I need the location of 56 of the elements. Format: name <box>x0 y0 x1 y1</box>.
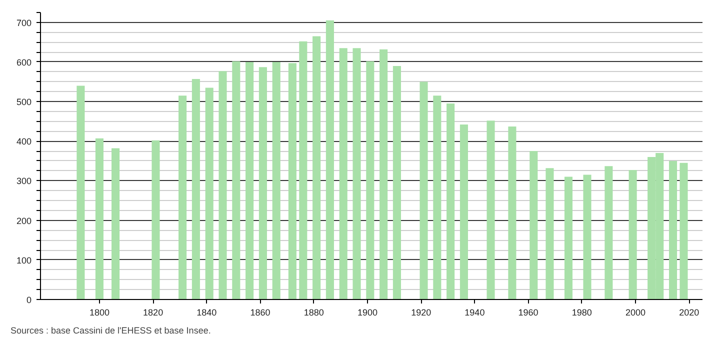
x-tick-label: 1800 <box>89 308 110 318</box>
bar <box>246 62 254 300</box>
bar <box>669 160 678 300</box>
bar <box>258 67 267 300</box>
y-tick-label: 500 <box>16 97 32 108</box>
y-tick-label: 100 <box>16 255 32 266</box>
bar <box>508 126 516 300</box>
bar <box>420 82 428 300</box>
bar <box>152 140 160 300</box>
bar <box>380 49 388 300</box>
bar <box>95 138 104 300</box>
x-tick-label: 2020 <box>679 308 700 318</box>
y-tick-label: 700 <box>16 18 32 28</box>
source-note: Sources : base Cassini de l'EHESS et base Insee. <box>10 326 211 336</box>
bar <box>486 120 495 300</box>
y-tick-label: 600 <box>16 57 32 68</box>
bar <box>366 61 374 300</box>
x-tick-label: 1920 <box>411 308 432 318</box>
bar <box>530 151 538 300</box>
bar <box>433 96 442 300</box>
x-tick-label: 1820 <box>143 308 164 318</box>
bar <box>326 20 334 300</box>
bar <box>272 62 280 300</box>
bar <box>288 63 296 300</box>
bar <box>312 36 321 300</box>
x-tick-label: 1980 <box>572 308 592 318</box>
x-tick-label: 1880 <box>304 308 324 318</box>
x-tick-label: 1940 <box>464 308 485 318</box>
x-tick-label: 1900 <box>357 308 378 318</box>
y-tick-label: 200 <box>16 216 32 226</box>
bar <box>205 88 214 300</box>
bar <box>299 41 308 300</box>
bar <box>178 96 187 300</box>
bar <box>628 170 637 300</box>
bar <box>76 86 85 300</box>
bar <box>564 176 573 300</box>
bar <box>392 66 401 300</box>
x-tick-label: 1860 <box>250 308 270 318</box>
bar <box>446 104 455 300</box>
bar <box>460 124 468 300</box>
bar <box>232 61 240 300</box>
bar <box>192 79 200 300</box>
y-tick-label: 400 <box>16 136 32 147</box>
x-tick-label: 1960 <box>518 308 538 318</box>
bar <box>218 71 227 300</box>
bar <box>339 48 348 300</box>
y-tick-label: 0 <box>26 295 32 305</box>
y-tick-label: 300 <box>16 176 32 186</box>
bar <box>112 148 120 300</box>
x-tick-label: 2000 <box>625 308 646 318</box>
bar <box>546 168 554 300</box>
bar <box>583 174 592 300</box>
bar <box>352 48 361 300</box>
x-tick-label: 1840 <box>196 308 217 318</box>
bar <box>680 162 688 300</box>
bar <box>604 166 613 300</box>
